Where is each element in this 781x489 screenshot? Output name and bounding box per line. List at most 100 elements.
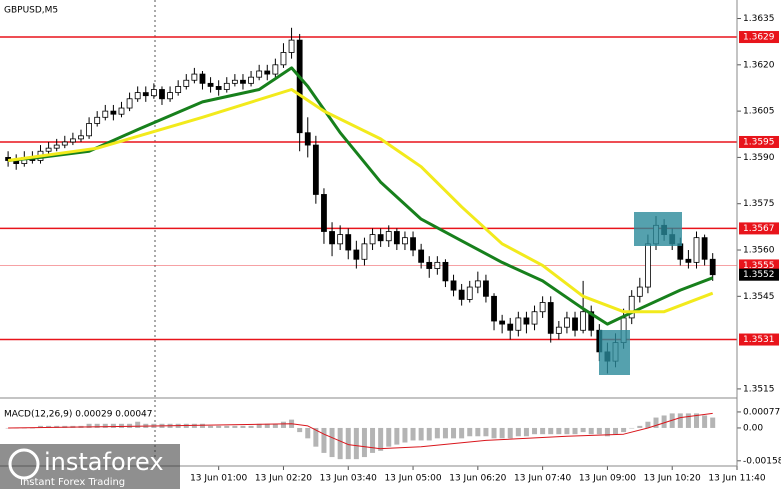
macd-bar <box>475 427 481 437</box>
candle-body <box>288 39 295 53</box>
macd-bar <box>572 427 578 435</box>
ask-label-bg <box>739 259 779 272</box>
level-label: 1.3531 <box>743 335 775 345</box>
candle-body <box>393 231 400 245</box>
watermark-tagline: Instant Forex Trading <box>20 477 125 488</box>
macd-bar <box>378 427 384 451</box>
candle-body <box>531 311 538 325</box>
macd-bar <box>677 413 683 428</box>
candle-body <box>450 280 457 291</box>
macd-bar <box>37 425 43 428</box>
macd-bar <box>313 427 319 447</box>
candle-body <box>628 295 635 319</box>
macd-bar <box>297 427 303 433</box>
macd-bar <box>264 423 270 428</box>
macd-bar <box>305 427 311 439</box>
candle-body <box>61 141 68 146</box>
candle-body <box>215 86 222 90</box>
macd-bar <box>94 423 100 428</box>
candle-body <box>86 123 92 137</box>
macd-bar <box>613 427 619 435</box>
macd-bar <box>208 425 214 428</box>
candle-body <box>256 70 263 78</box>
macd-bar <box>621 427 627 433</box>
macd-bar <box>5 427 11 429</box>
highlight-box <box>599 330 630 375</box>
macd-bar <box>661 415 667 428</box>
candle-body <box>685 258 692 263</box>
macd-bar <box>434 427 440 439</box>
x-tick-label: 13 Jun 10:20 <box>644 474 701 484</box>
macd-bar <box>394 427 400 445</box>
candle-body <box>426 261 433 269</box>
macd-bar <box>402 427 408 443</box>
candle-body <box>564 317 570 328</box>
candle-body <box>555 326 562 334</box>
candle-body <box>507 323 514 331</box>
macd-bar <box>272 423 278 428</box>
y-tick-label: 1.3545 <box>743 292 775 302</box>
macd-bar <box>604 427 610 437</box>
candle-body <box>329 231 335 245</box>
candle-body <box>321 194 327 232</box>
macd-tick-label: 0.00 <box>743 423 763 433</box>
candle-body <box>588 311 595 331</box>
macd-bar <box>507 427 513 439</box>
watermark-brand: instaforex <box>44 448 164 476</box>
x-tick-label: 13 Jun 03:40 <box>320 474 377 484</box>
candle-body <box>69 138 76 143</box>
macd-bar <box>588 427 594 435</box>
candle-body <box>223 82 230 90</box>
macd-bar <box>240 425 246 428</box>
x-tick-label: 13 Jun 05:00 <box>384 474 441 484</box>
candle-body <box>709 258 716 276</box>
y-tick-label: 1.3560 <box>743 246 775 256</box>
macd-bar <box>321 427 327 453</box>
macd-bar <box>216 425 222 428</box>
candle-body <box>385 231 392 242</box>
macd-bar <box>637 425 643 428</box>
candle-body <box>539 302 546 313</box>
bid-label: 1.3552 <box>743 270 775 280</box>
macd-bar <box>556 427 562 435</box>
candle-body <box>410 237 416 251</box>
y-tick-label: 1.3605 <box>743 107 775 117</box>
watermark: instaforex Instant Forex Trading <box>0 444 180 489</box>
candle-body <box>523 317 530 325</box>
candle-body <box>402 237 408 245</box>
macd-bar <box>580 427 586 433</box>
level-label: 1.3595 <box>743 137 775 147</box>
chart-title: GBPUSD,M5 <box>4 6 58 16</box>
candle-body <box>118 107 125 115</box>
candle-body <box>167 92 173 100</box>
macd-bar <box>548 427 554 435</box>
candle-body <box>280 52 287 66</box>
macd-bar <box>280 421 286 428</box>
macd-bar <box>629 427 635 429</box>
level-label-bg <box>739 222 779 235</box>
candle-body <box>499 320 506 325</box>
x-tick-label: 13 Jun 01:00 <box>190 474 247 484</box>
macd-bar <box>345 427 351 460</box>
highlight-box <box>634 212 682 246</box>
candle-body <box>159 89 165 100</box>
macd-bar <box>46 425 52 428</box>
macd-tick-label: 0.00077 <box>743 407 780 417</box>
candle-body <box>126 98 133 109</box>
macd-bar <box>710 417 716 428</box>
candle-body <box>53 144 60 149</box>
macd-label: MACD(12,26,9) 0.00029 0.00047 <box>4 410 153 420</box>
candle-body <box>207 82 214 87</box>
macd-bar <box>337 427 343 460</box>
y-tick-label: 1.3575 <box>743 199 775 209</box>
macd-bar <box>645 421 651 428</box>
candle-body <box>142 92 149 97</box>
macd-bar <box>224 425 230 428</box>
level-label-bg <box>739 135 779 148</box>
candle-body <box>491 295 497 322</box>
candle-body <box>304 132 311 146</box>
level-label-bg <box>739 31 779 44</box>
macd-bar <box>102 423 108 428</box>
